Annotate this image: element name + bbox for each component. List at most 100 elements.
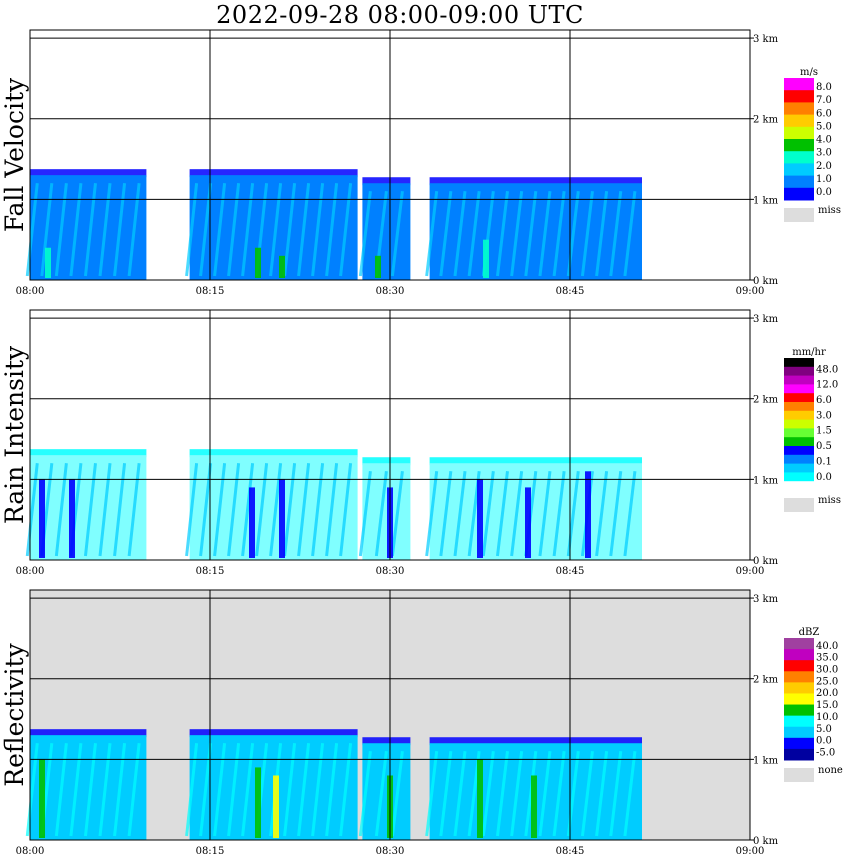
echo-streak bbox=[609, 471, 623, 557]
x-tick-label: 08:15 bbox=[196, 846, 225, 857]
echo-streak bbox=[358, 191, 372, 277]
echo-streak bbox=[453, 751, 467, 837]
echo-core bbox=[69, 479, 75, 558]
echo-core bbox=[585, 471, 591, 558]
echo-streak bbox=[213, 463, 227, 557]
grid bbox=[30, 30, 750, 280]
scale-label: 2.0 bbox=[816, 161, 832, 172]
x-tick-label: 08:45 bbox=[556, 846, 585, 857]
x-tick-label: 08:30 bbox=[376, 846, 405, 857]
echo-streak bbox=[311, 463, 325, 557]
y-tick-label: 2 km bbox=[753, 395, 779, 406]
echo-streak bbox=[623, 471, 637, 557]
y-tick-label: 1 km bbox=[753, 755, 779, 766]
echo-streak bbox=[185, 463, 199, 557]
echo-streak bbox=[241, 463, 255, 557]
echo-streak bbox=[199, 183, 213, 277]
echo-streak bbox=[339, 743, 353, 837]
scale-label: -5.0 bbox=[816, 747, 835, 758]
scale-swatch bbox=[784, 410, 814, 421]
echo-streak bbox=[54, 743, 68, 837]
echo-streak bbox=[439, 471, 453, 557]
scale-label: 20.0 bbox=[816, 688, 838, 699]
echo-core bbox=[477, 759, 483, 838]
echo-core bbox=[279, 479, 285, 558]
panel-fall-velocity: 0 km 1 km 2 km 3 km 08:00 08:15 08:30 08:45 09:0… bbox=[0, 29, 841, 297]
grid bbox=[30, 310, 750, 560]
scale-swatch bbox=[784, 78, 814, 91]
scale-label: 1.5 bbox=[816, 426, 832, 437]
y-tick-label: 3 km bbox=[753, 594, 779, 605]
echo-streak bbox=[25, 743, 39, 837]
x-tick-label: 08:00 bbox=[16, 566, 45, 577]
x-tick-label: 08:45 bbox=[556, 566, 585, 577]
plot-frame bbox=[29, 29, 751, 281]
scale-swatch bbox=[784, 375, 814, 385]
x-tick-label: 09:00 bbox=[736, 566, 765, 577]
echo-streak bbox=[98, 743, 112, 837]
echo-core bbox=[255, 767, 261, 838]
echo-streak bbox=[495, 751, 509, 837]
scale-label: 15.0 bbox=[816, 700, 838, 711]
x-tick-label: 08:30 bbox=[376, 286, 405, 297]
panel-rain-intensity: 0 km 1 km 2 km 3 km 08:00 08:15 08:30 08:45 09:0… bbox=[0, 309, 841, 577]
echo-streak bbox=[538, 751, 552, 837]
echo-streak bbox=[552, 751, 566, 837]
echo-shaft bbox=[189, 175, 358, 280]
scale-swatch bbox=[784, 163, 814, 177]
echo-streak bbox=[69, 183, 83, 277]
echo-streak bbox=[439, 191, 453, 277]
x-tick-label: 08:15 bbox=[196, 566, 225, 577]
echo-streak bbox=[609, 191, 623, 277]
echo-streak bbox=[595, 751, 609, 837]
echo-streak bbox=[213, 743, 227, 837]
echo-streak bbox=[425, 191, 439, 277]
x-tick-label: 08:15 bbox=[196, 286, 225, 297]
missing-swatch bbox=[784, 768, 814, 782]
scale-label: 3.0 bbox=[816, 148, 832, 159]
scale-swatch bbox=[784, 454, 814, 465]
scale-swatch bbox=[784, 102, 814, 116]
echo-streak bbox=[269, 463, 283, 557]
scale-label: 10.0 bbox=[816, 712, 838, 723]
echo-streak bbox=[538, 471, 552, 557]
echo-core bbox=[531, 775, 537, 838]
echo-fringe bbox=[189, 729, 358, 738]
echo-streak bbox=[510, 751, 524, 837]
scale-label: 12.0 bbox=[816, 380, 838, 391]
y-tick-label: 0 km bbox=[753, 556, 779, 567]
scale-unit: dBZ bbox=[799, 627, 820, 638]
echo-streak bbox=[83, 183, 97, 277]
echo-streak bbox=[311, 183, 325, 277]
scale-swatch bbox=[784, 726, 814, 739]
echo-streak bbox=[283, 463, 297, 557]
echo-streak bbox=[524, 751, 538, 837]
echo-streak bbox=[113, 743, 127, 837]
scale-swatch bbox=[784, 437, 814, 447]
scale-label: 0.1 bbox=[816, 456, 832, 467]
y-tick-label: 1 km bbox=[753, 195, 779, 206]
scale-swatch bbox=[784, 358, 814, 368]
echo-streak bbox=[325, 183, 339, 277]
echo-streak bbox=[623, 751, 637, 837]
echo-streak bbox=[325, 463, 339, 557]
echo-streak bbox=[311, 743, 325, 837]
scale-swatch bbox=[784, 402, 814, 412]
echo-streak bbox=[127, 743, 141, 837]
plot-frame bbox=[29, 309, 751, 561]
chart-title: 2022-09-28 08:00-09:00 UTC bbox=[216, 1, 584, 29]
echo-fringe bbox=[189, 169, 358, 178]
echo-streak bbox=[495, 471, 509, 557]
scale-unit: m/s bbox=[800, 67, 818, 78]
scale-swatch bbox=[784, 715, 814, 728]
plot-frame bbox=[29, 589, 751, 841]
echo-streak bbox=[374, 471, 388, 557]
echo-streak bbox=[25, 463, 39, 557]
echo-streak bbox=[538, 191, 552, 277]
echo-group bbox=[25, 449, 642, 560]
echo-streak bbox=[227, 463, 241, 557]
echo-streak bbox=[552, 191, 566, 277]
echo-fringe bbox=[189, 449, 358, 458]
x-tick-label: 08:45 bbox=[556, 286, 585, 297]
echo-streak bbox=[358, 471, 372, 557]
